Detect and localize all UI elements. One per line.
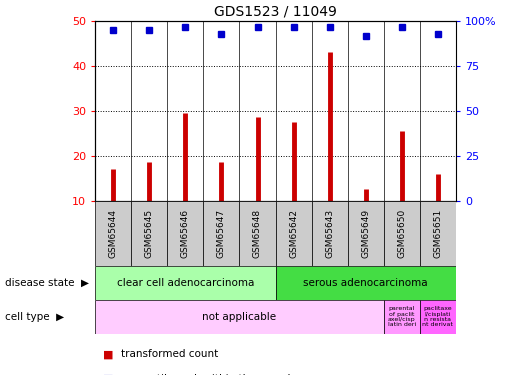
Text: parental
of paclit
axel/cisp
latin deri: parental of paclit axel/cisp latin deri <box>388 306 416 327</box>
Bar <box>239 201 276 266</box>
Text: GSM65648: GSM65648 <box>253 209 262 258</box>
Bar <box>95 201 131 266</box>
Text: disease state  ▶: disease state ▶ <box>5 278 89 288</box>
Text: GSM65642: GSM65642 <box>289 209 298 258</box>
Bar <box>276 266 456 300</box>
Text: GSM65646: GSM65646 <box>181 209 190 258</box>
Text: not applicable: not applicable <box>202 312 277 322</box>
Bar <box>276 201 312 266</box>
Bar <box>420 201 456 266</box>
Bar <box>348 201 384 266</box>
Bar <box>131 201 167 266</box>
Text: GSM65649: GSM65649 <box>361 209 370 258</box>
Text: GSM65644: GSM65644 <box>109 209 118 258</box>
Text: serous adenocarcinoma: serous adenocarcinoma <box>303 278 428 288</box>
Text: ■: ■ <box>103 374 113 375</box>
Text: percentile rank within the sample: percentile rank within the sample <box>121 374 297 375</box>
Bar <box>384 300 420 334</box>
Bar <box>95 266 276 300</box>
Bar <box>203 201 239 266</box>
Text: GSM65645: GSM65645 <box>145 209 154 258</box>
Text: GSM65647: GSM65647 <box>217 209 226 258</box>
Text: clear cell adenocarcinoma: clear cell adenocarcinoma <box>117 278 254 288</box>
Text: GSM65643: GSM65643 <box>325 209 334 258</box>
Title: GDS1523 / 11049: GDS1523 / 11049 <box>214 4 337 18</box>
Text: transformed count: transformed count <box>121 350 218 359</box>
Text: GSM65650: GSM65650 <box>397 209 406 258</box>
Bar <box>420 300 456 334</box>
Bar <box>384 201 420 266</box>
Text: cell type  ▶: cell type ▶ <box>5 312 64 322</box>
Bar <box>312 201 348 266</box>
Text: ■: ■ <box>103 350 113 359</box>
Text: paclitaxe
l/cisplati
n resista
nt derivat: paclitaxe l/cisplati n resista nt deriva… <box>422 306 453 327</box>
Bar <box>95 300 384 334</box>
Text: GSM65651: GSM65651 <box>433 209 442 258</box>
Bar <box>167 201 203 266</box>
